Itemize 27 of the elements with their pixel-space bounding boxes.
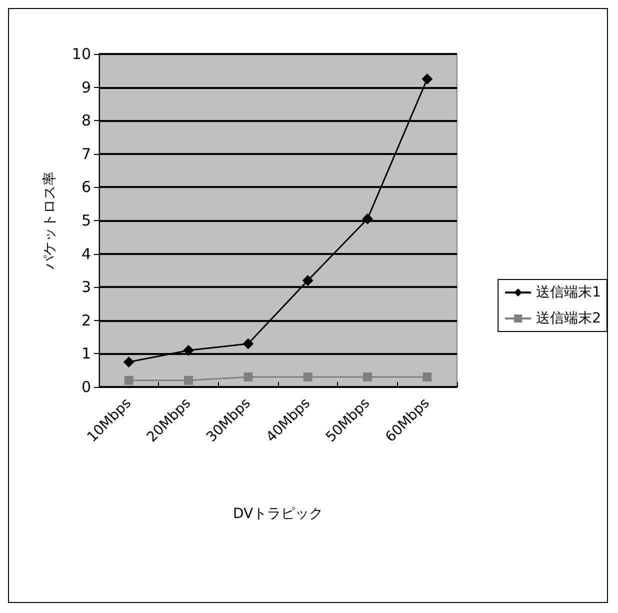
point xyxy=(302,274,314,286)
y-tick-label: 9 xyxy=(81,78,91,96)
y-tick-label: 5 xyxy=(81,212,91,230)
y-tick-label: 0 xyxy=(81,378,91,396)
point xyxy=(184,376,193,385)
point xyxy=(183,344,194,356)
y-tick-label: 4 xyxy=(81,244,91,263)
y-tick-label: 2 xyxy=(81,311,91,330)
legend-label: 送信端末1 xyxy=(536,284,602,300)
y-tick-label: 10 xyxy=(72,45,91,63)
point xyxy=(244,372,253,382)
point xyxy=(363,372,372,382)
y-tick-label: 1 xyxy=(81,344,91,363)
y-tick-label: 3 xyxy=(81,278,91,296)
point xyxy=(123,356,134,368)
y-tick-label: 7 xyxy=(81,144,91,163)
y-axis-title: パケットロス率 xyxy=(42,172,58,270)
x-axis-title: DVトラピック xyxy=(232,506,324,522)
point xyxy=(422,372,432,382)
point xyxy=(362,213,373,224)
point xyxy=(242,338,254,350)
y-tick-label: 8 xyxy=(81,112,91,130)
point xyxy=(303,372,312,382)
legend-label: 送信端末2 xyxy=(536,310,602,326)
y-tick-label: 6 xyxy=(81,178,91,196)
point xyxy=(422,73,433,84)
point xyxy=(124,376,134,385)
